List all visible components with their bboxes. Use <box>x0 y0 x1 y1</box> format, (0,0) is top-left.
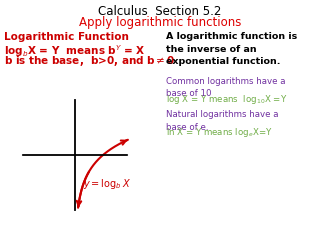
Text: ln X = Y means log$_e$X=Y: ln X = Y means log$_e$X=Y <box>166 126 273 139</box>
Text: Natural logarithms have a
base of e.: Natural logarithms have a base of e. <box>166 110 278 132</box>
Text: log$_b$X = Y  means b$^Y$ = X: log$_b$X = Y means b$^Y$ = X <box>4 43 146 59</box>
Text: log X = Y means  log$_{10}$X =Y: log X = Y means log$_{10}$X =Y <box>166 93 287 106</box>
Text: $y = \log_b X$: $y = \log_b X$ <box>83 177 131 191</box>
Text: Calculus  Section 5.2: Calculus Section 5.2 <box>98 5 222 18</box>
Text: Common logarithms have a
base of 10: Common logarithms have a base of 10 <box>166 77 285 98</box>
Text: Logarithmic Function: Logarithmic Function <box>4 32 129 42</box>
Text: Apply logarithmic functions: Apply logarithmic functions <box>79 16 241 29</box>
Text: A logarithmic function is
the inverse of an
exponential function.: A logarithmic function is the inverse of… <box>166 32 297 66</box>
Text: b is the base,  b>0, and b$\neq$0: b is the base, b>0, and b$\neq$0 <box>4 54 175 68</box>
